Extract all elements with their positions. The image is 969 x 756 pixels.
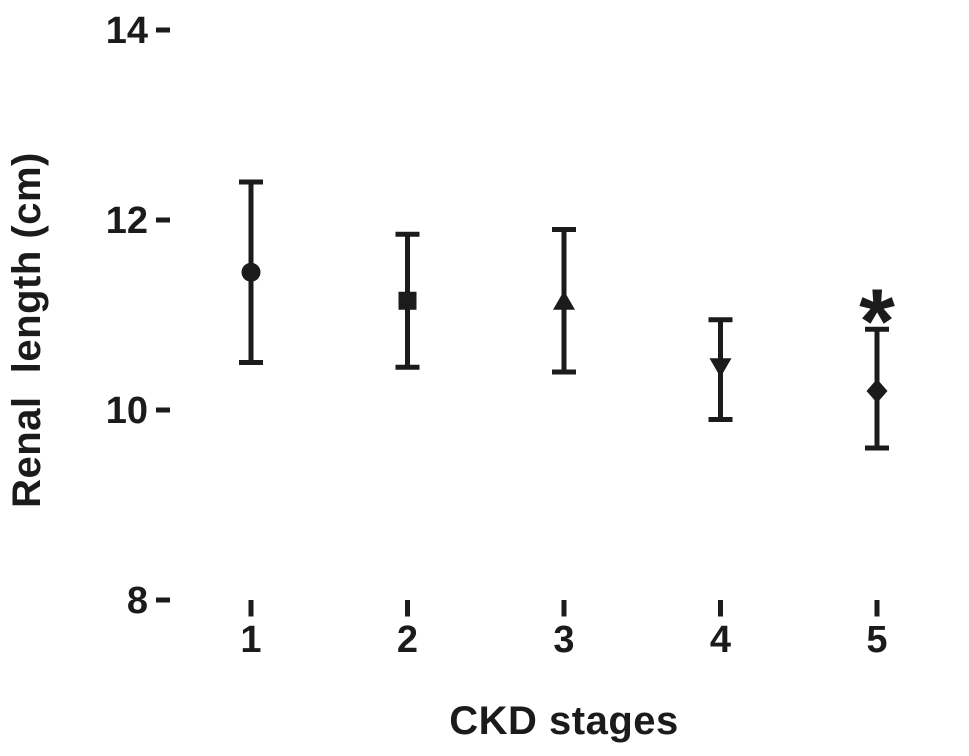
annotations: * [859,271,895,373]
x-tick-label: 1 [240,619,261,661]
square-marker [398,291,417,310]
x-tick-label: 3 [553,619,574,661]
y-tick-label: 10 [106,390,148,432]
circle-marker [241,262,261,282]
triangle-down-marker [709,358,732,378]
y-tick-label: 8 [127,580,148,622]
x-tick-label: 2 [397,619,418,661]
diamond-marker [866,379,888,403]
y-tick-label: 14 [106,10,148,52]
x-tick-label: 5 [866,619,887,661]
x-axis-title: CKD stages [449,699,679,743]
significance-asterisk: * [859,271,895,373]
y-tick-label: 12 [106,200,148,242]
x-tick-label: 4 [710,619,731,661]
y-axis-title: Renal length (cm) [5,152,49,508]
x-ticks: 1 2 3 4 5 [240,600,888,661]
error-bars [239,179,889,451]
markers [241,262,888,403]
y-ticks: 14 12 10 8 [106,10,170,622]
triangle-up-marker [553,290,575,310]
